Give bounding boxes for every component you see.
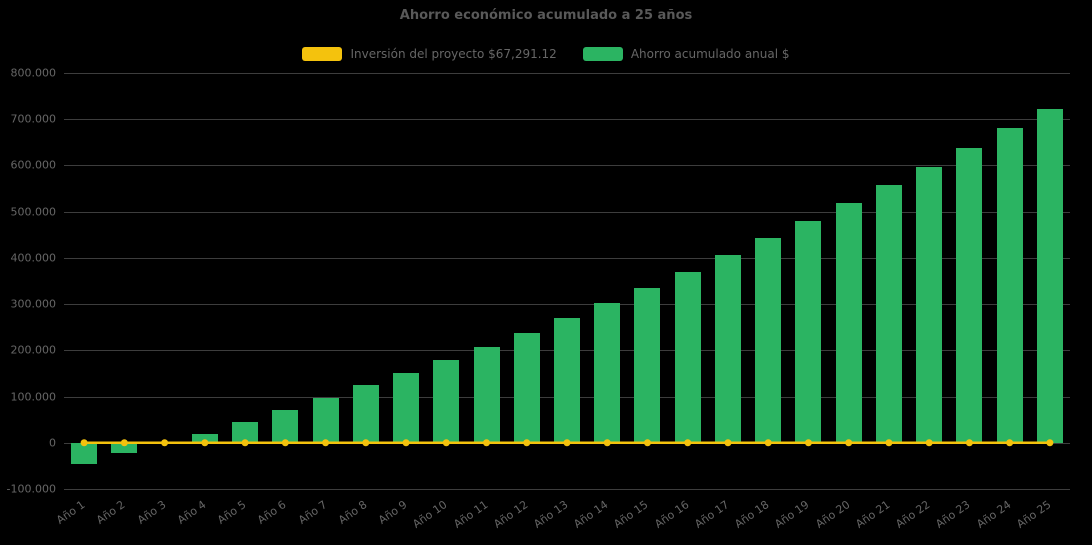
savings-bar[interactable] [71, 442, 98, 464]
legend: Inversión del proyecto $67,291.12 Ahorro… [0, 47, 1092, 61]
investment-point[interactable] [724, 439, 732, 447]
savings-bar[interactable] [674, 272, 701, 443]
savings-legend-swatch [582, 47, 623, 61]
legend-item-savings[interactable]: Ahorro acumulado anual $ [582, 47, 790, 61]
grid-line [64, 304, 1070, 306]
investment-point[interactable] [804, 439, 812, 447]
savings-bar[interactable] [714, 255, 741, 443]
grid-line [64, 489, 1070, 490]
grid-line [64, 211, 1070, 213]
investment-point[interactable] [885, 439, 893, 447]
savings-bar[interactable] [433, 359, 460, 443]
investment-legend-label: Inversión del proyecto $67,291.12 [350, 47, 557, 61]
investment-point[interactable] [643, 439, 651, 447]
investment-point[interactable] [402, 439, 410, 447]
investment-point[interactable] [362, 439, 370, 447]
investment-point[interactable] [603, 439, 611, 447]
grid-line [64, 257, 1070, 259]
y-axis-label: 0 [49, 436, 56, 450]
y-axis-label: 300.000 [10, 297, 57, 311]
investment-point[interactable] [563, 439, 571, 447]
investment-point[interactable] [322, 439, 330, 447]
investment-point[interactable] [483, 439, 491, 447]
savings-bar[interactable] [634, 287, 661, 443]
investment-point[interactable] [120, 439, 128, 447]
legend-item-investment[interactable]: Inversión del proyecto $67,291.12 [302, 47, 557, 61]
savings-bar[interactable] [513, 332, 540, 443]
grid-line [64, 73, 1070, 74]
y-axis-label: 600.000 [10, 158, 57, 172]
y-axis-label: -100.000 [6, 482, 56, 496]
chart-title: Ahorro económico acumulado a 25 años [399, 8, 693, 23]
savings-bar[interactable] [594, 303, 621, 443]
savings-bar[interactable] [111, 442, 138, 453]
savings-bar[interactable] [191, 433, 218, 443]
investment-point[interactable] [965, 439, 973, 447]
x-axis: Año 1 Año 2 Año 3 Año 4 Año 5 Año 6 Año 7 Año 8… [54, 492, 1070, 542]
savings-bar[interactable] [795, 221, 822, 443]
savings-bar[interactable] [956, 148, 983, 443]
savings-bar[interactable] [393, 372, 420, 443]
y-axis-label: 200.000 [10, 343, 57, 357]
savings-bar[interactable] [473, 346, 500, 443]
investment-point[interactable] [241, 439, 249, 447]
savings-bar[interactable] [272, 409, 299, 443]
grid-line [64, 119, 1070, 121]
investment-legend-swatch [302, 47, 343, 61]
savings-bar[interactable] [835, 203, 862, 443]
investment-point[interactable] [925, 439, 933, 447]
investment-point[interactable] [523, 439, 531, 447]
savings-bar[interactable] [554, 317, 580, 443]
y-axis: 800.000 700.000 600.000 500.000 400.000 300.0… [0, 67, 57, 496]
investment-point[interactable] [201, 439, 209, 447]
investment-point[interactable] [1046, 439, 1054, 447]
y-axis-label: 800.000 [10, 66, 57, 80]
y-axis-label: 700.000 [10, 112, 57, 126]
investment-line[interactable] [64, 73, 1070, 489]
grid-line [64, 165, 1070, 167]
savings-bar[interactable] [755, 238, 782, 443]
savings-bar[interactable] [916, 167, 943, 443]
plot-area [64, 73, 1070, 490]
investment-point[interactable] [442, 439, 450, 447]
y-axis-label: 100.000 [10, 390, 57, 404]
investment-point[interactable] [161, 439, 169, 447]
savings-bar[interactable] [1036, 108, 1063, 443]
savings-bar[interactable] [352, 385, 379, 443]
investment-point[interactable] [281, 439, 289, 447]
investment-point[interactable] [1006, 439, 1014, 447]
y-axis-label: 400.000 [10, 251, 57, 265]
investment-point[interactable] [80, 439, 88, 447]
y-axis-label: 500.000 [10, 205, 57, 219]
investment-point[interactable] [845, 439, 853, 447]
savings-bar[interactable] [232, 421, 259, 443]
savings-bar[interactable] [312, 397, 339, 443]
savings-bar[interactable] [875, 185, 902, 443]
investment-point[interactable] [764, 439, 772, 447]
savings-bar[interactable] [996, 128, 1023, 443]
investment-point[interactable] [684, 439, 692, 447]
savings-legend-label: Ahorro acumulado anual $ [630, 47, 790, 61]
